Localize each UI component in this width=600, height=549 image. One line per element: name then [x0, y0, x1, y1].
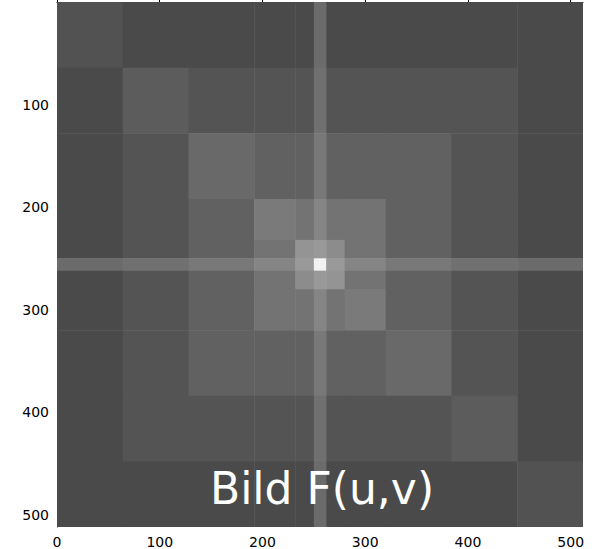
svg-text:300: 300 [352, 534, 379, 549]
svg-text:500: 500 [557, 534, 584, 549]
svg-text:Bild F(u,v): Bild F(u,v) [210, 463, 434, 514]
svg-text:100: 100 [146, 534, 173, 549]
svg-text:400: 400 [455, 534, 482, 549]
svg-text:400: 400 [22, 404, 49, 420]
svg-text:0: 0 [53, 534, 62, 549]
svg-text:100: 100 [22, 97, 49, 113]
svg-text:300: 300 [22, 302, 49, 318]
svg-text:200: 200 [249, 534, 276, 549]
svg-text:200: 200 [22, 199, 49, 215]
svg-text:500: 500 [22, 507, 49, 523]
